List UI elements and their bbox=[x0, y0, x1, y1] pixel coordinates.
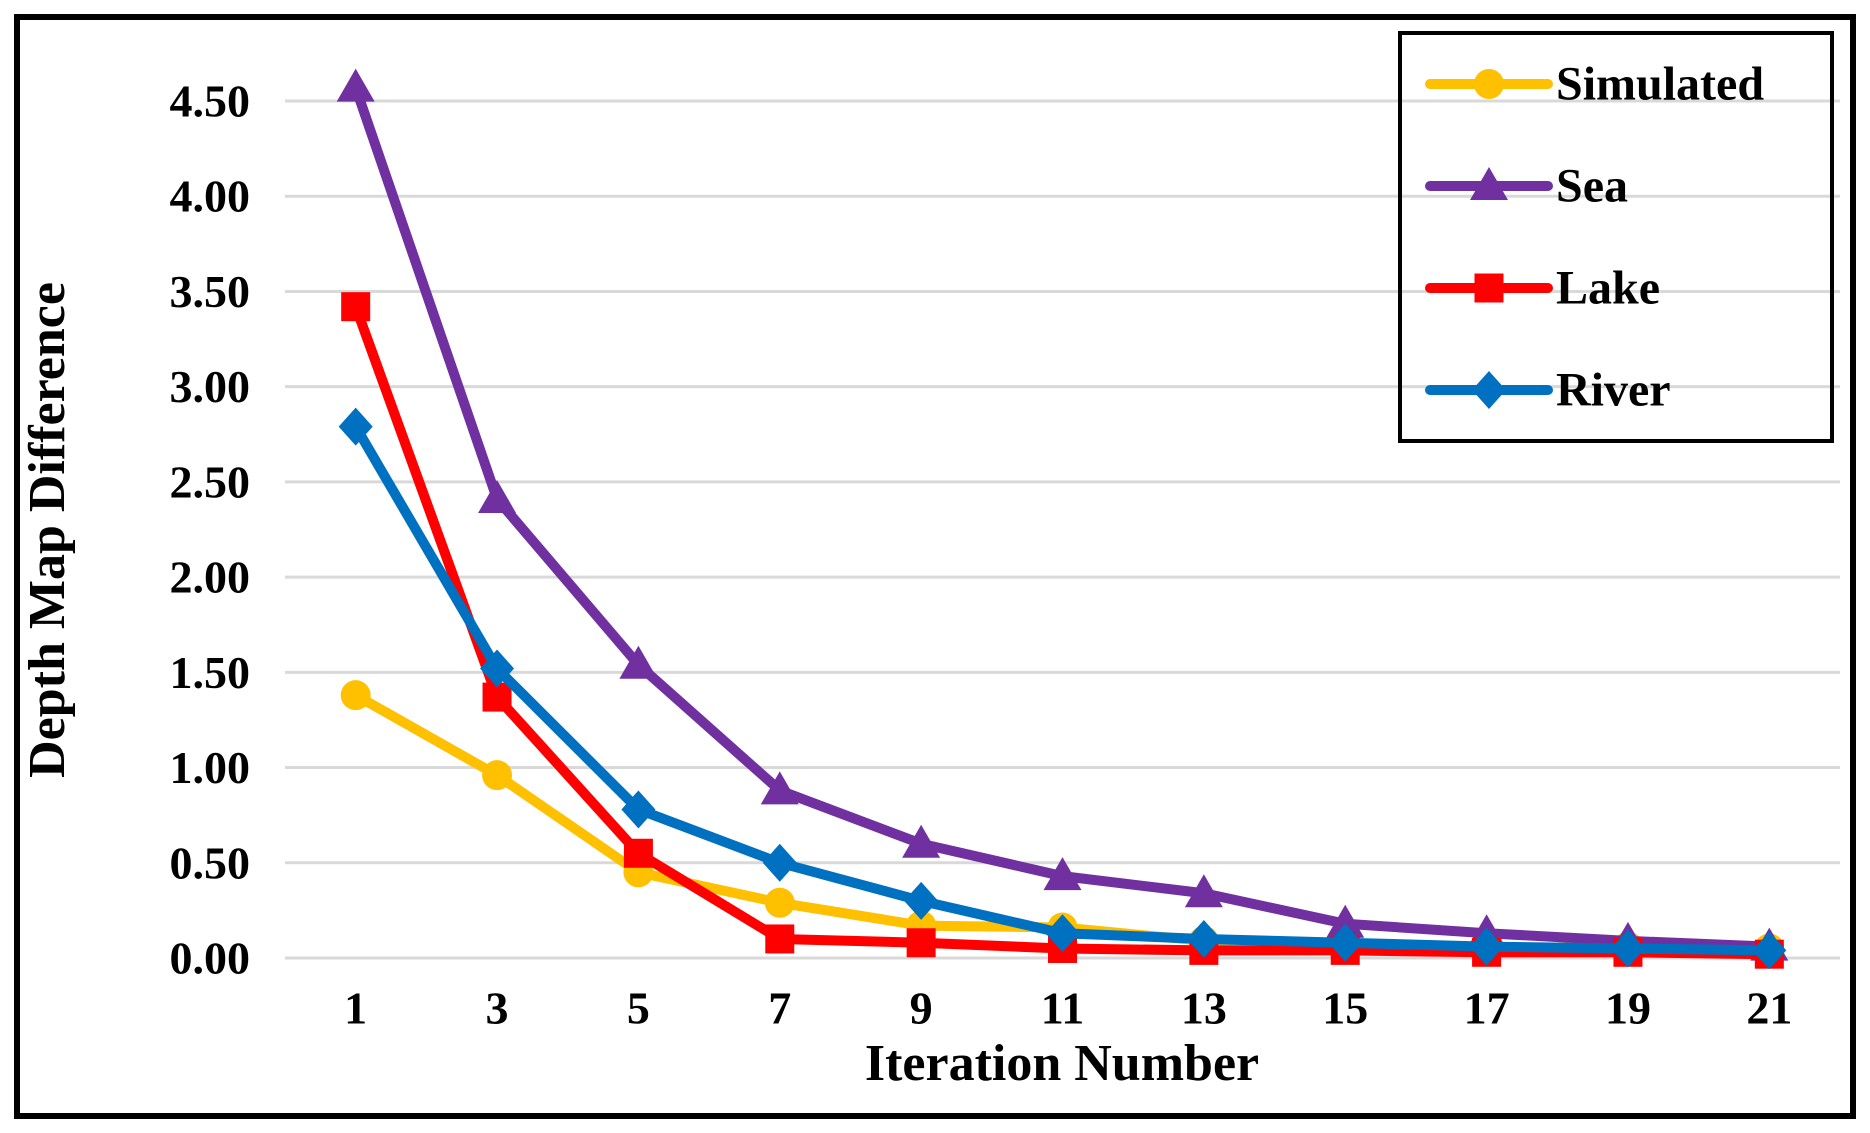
x-tick-label: 13 bbox=[1181, 983, 1227, 1034]
x-tick-label: 21 bbox=[1746, 983, 1792, 1034]
x-tick-label: 5 bbox=[627, 983, 650, 1034]
y-tick-label: 1.50 bbox=[170, 647, 251, 698]
x-tick-label: 19 bbox=[1605, 983, 1651, 1034]
y-tick-label: 1.00 bbox=[170, 742, 251, 793]
series-sea-marker-triangle bbox=[336, 68, 375, 102]
gridlines-group bbox=[285, 99, 1840, 960]
series-sea-marker-triangle bbox=[902, 824, 941, 858]
series-sea-marker-triangle bbox=[760, 771, 799, 805]
x-tick-label: 9 bbox=[910, 983, 933, 1034]
series-river-marker-diamond bbox=[338, 407, 373, 446]
legend-item-label: Sea bbox=[1556, 160, 1628, 213]
legend-item-label: Lake bbox=[1556, 262, 1660, 315]
legend-item-lake: Lake bbox=[1425, 262, 1660, 315]
x-tick-label: 1 bbox=[344, 983, 367, 1034]
series-river-marker-diamond bbox=[1328, 923, 1363, 962]
series-river-marker-diamond bbox=[1045, 914, 1080, 953]
series-river-marker-diamond bbox=[1186, 919, 1221, 958]
y-tick-label: 0.00 bbox=[170, 933, 251, 984]
series-river-marker-diamond bbox=[480, 649, 515, 688]
series-lake-marker-square bbox=[341, 292, 371, 322]
y-tick-label: 3.00 bbox=[170, 361, 251, 412]
series-simulated-marker-circle bbox=[340, 680, 371, 711]
series-sea-marker-triangle bbox=[478, 480, 517, 514]
y-tick-label: 0.50 bbox=[170, 837, 251, 888]
legend-item-sea: Sea bbox=[1425, 160, 1628, 213]
legend-item-river: River bbox=[1425, 364, 1671, 417]
x-axis-tick-labels: 1 3 5 7 9 11 13 15 17 19 21 bbox=[344, 983, 1792, 1034]
legend-item-simulated: Simulated bbox=[1425, 58, 1764, 111]
y-axis-tick-labels: 0.00 0.50 1.00 1.50 2.00 2.50 3.00 3.50 4.00 4.50 bbox=[170, 76, 251, 984]
y-tick-label: 4.50 bbox=[170, 76, 251, 127]
x-tick-label: 17 bbox=[1464, 983, 1510, 1034]
chart-outer-border bbox=[14, 14, 1856, 1119]
y-tick-label: 2.00 bbox=[170, 552, 251, 603]
series-river-marker-diamond bbox=[1610, 929, 1645, 968]
series-river bbox=[338, 407, 1787, 970]
series-river-marker-diamond bbox=[1752, 931, 1787, 970]
y-tick-label: 3.50 bbox=[170, 266, 251, 317]
series-lake-marker-square bbox=[906, 928, 936, 958]
series-river-marker-diamond bbox=[621, 790, 656, 829]
legend-sea-marker-triangle bbox=[1470, 167, 1508, 200]
legend-river-marker-diamond bbox=[1472, 371, 1506, 409]
series-river-marker-diamond bbox=[762, 843, 797, 882]
x-axis-title: Iteration Number bbox=[865, 1035, 1259, 1092]
series-simulated-marker-circle bbox=[764, 887, 795, 918]
series-river-marker-diamond bbox=[1469, 927, 1504, 966]
x-tick-label: 11 bbox=[1041, 983, 1084, 1034]
series-lake-marker-square bbox=[765, 924, 795, 954]
series-sea-marker-triangle bbox=[1184, 874, 1223, 908]
legend-simulated-marker-circle bbox=[1474, 69, 1504, 99]
y-axis-title: Depth Map Difference bbox=[19, 282, 76, 778]
legend-item-label: Simulated bbox=[1556, 58, 1764, 111]
legend-border bbox=[1398, 31, 1834, 443]
x-tick-label: 3 bbox=[486, 983, 509, 1034]
series-sea-marker-triangle bbox=[1043, 857, 1082, 891]
series-sea-marker-triangle bbox=[619, 645, 658, 679]
series-group bbox=[336, 68, 1789, 970]
x-tick-label: 15 bbox=[1322, 983, 1368, 1034]
legend: Simulated Sea Lake River bbox=[1398, 31, 1834, 443]
y-tick-label: 2.50 bbox=[170, 456, 251, 507]
series-lake-marker-square bbox=[623, 838, 653, 868]
legend-item-label: River bbox=[1556, 364, 1671, 417]
legend-lake-marker-square bbox=[1474, 273, 1504, 303]
series-sea-marker-triangle bbox=[1326, 904, 1365, 938]
series-simulated-marker-circle bbox=[482, 760, 513, 791]
y-tick-label: 4.00 bbox=[170, 171, 251, 222]
x-tick-label: 7 bbox=[768, 983, 791, 1034]
series-river-marker-diamond bbox=[904, 881, 939, 920]
